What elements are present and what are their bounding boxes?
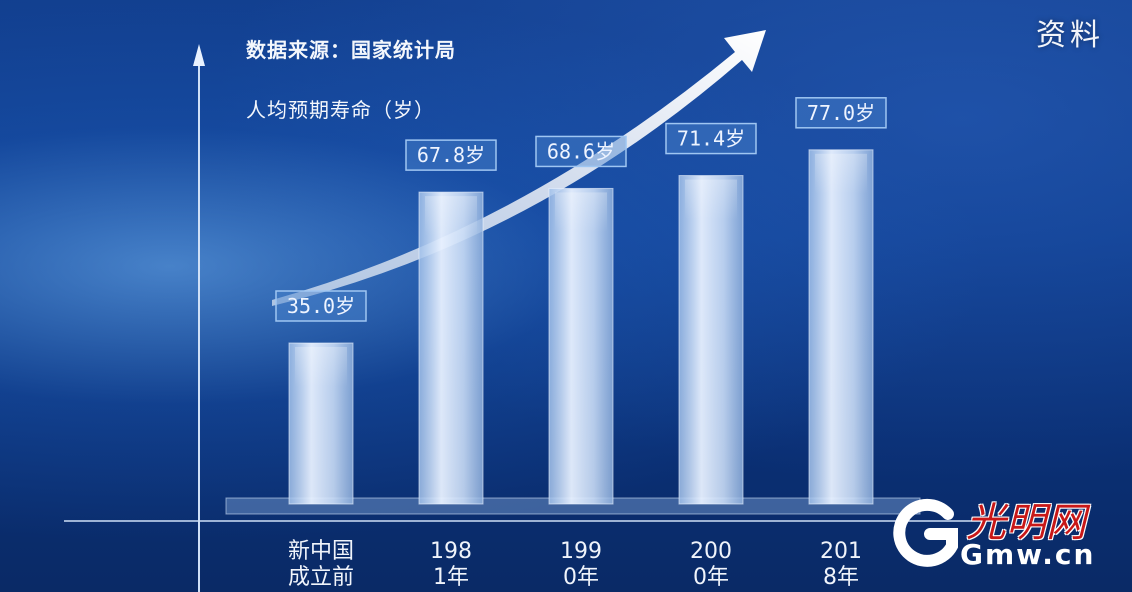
data-label-4: 77.0岁: [807, 101, 875, 125]
bar-shine-4: [815, 154, 867, 194]
data-label-1: 67.8岁: [417, 143, 485, 167]
bar-2: [549, 188, 613, 504]
bar-1: [419, 192, 483, 504]
logo-domain-text: Gmw.cn: [960, 538, 1095, 571]
site-logo: 光明网 Gmw.cn: [888, 494, 1126, 572]
bar-shine-3: [685, 180, 737, 220]
y-axis-arrowhead: [193, 44, 205, 66]
logo-g-icon: [888, 494, 968, 572]
data-label-2: 68.6岁: [547, 139, 615, 163]
bar-shine-0: [295, 347, 347, 387]
category-label-3: 200 0年: [690, 539, 732, 590]
bar-shine-2: [555, 192, 607, 232]
category-label-1: 198 1年: [430, 539, 472, 590]
data-label-3: 71.4岁: [677, 127, 745, 151]
data-label-0: 35.0岁: [287, 294, 355, 318]
bar-4: [809, 150, 873, 504]
category-label-4: 201 8年: [820, 539, 862, 590]
bar-shine-1: [425, 196, 477, 236]
category-label-2: 199 0年: [560, 539, 602, 590]
bar-3: [679, 176, 743, 504]
category-label-0: 新中国成立前: [288, 539, 354, 590]
